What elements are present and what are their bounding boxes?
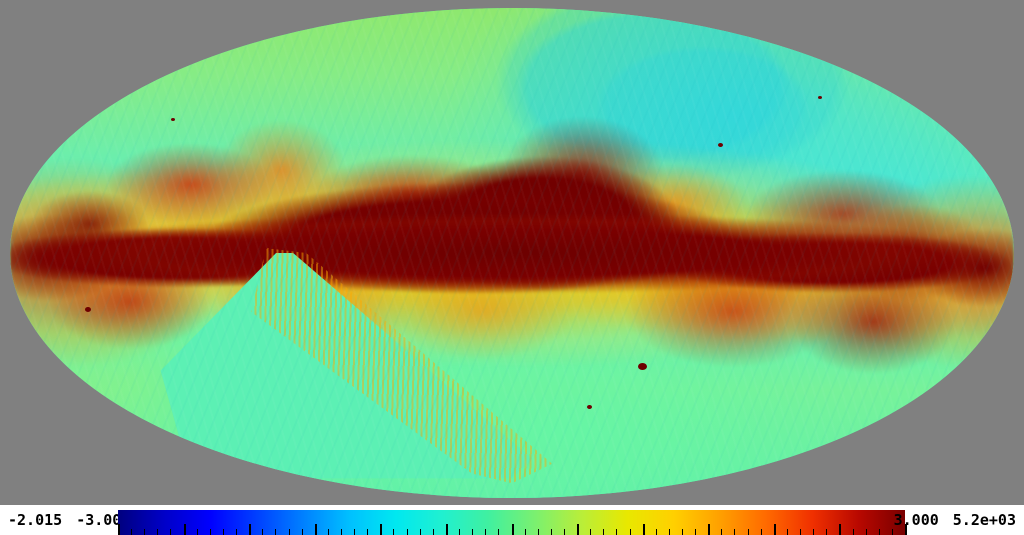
colorbar-minor-tick [131,529,133,535]
colorbar-minor-tick [327,529,329,535]
point-source [170,118,175,122]
colorbar-right-labels: 3.000 5.2e+03 [894,505,1016,535]
colorbar-minor-tick [629,529,631,535]
colorbar-minor-tick [144,529,146,535]
colorbar-minor-tick [432,529,434,535]
colorbar-minor-tick [262,529,264,535]
colorbar-min-label: -3.000 [76,511,131,529]
colorbar-minor-tick [682,529,684,535]
colorbar-minor-tick [760,529,762,535]
colorbar-minor-tick [721,529,723,535]
colorbar-major-tick [773,524,776,535]
colorbar-minor-tick [406,529,408,535]
colorbar-major-tick [249,524,252,535]
colorbar-major-tick [445,524,448,535]
colorbar-minor-tick [655,529,657,535]
colorbar-minor-tick [419,529,421,535]
colorbar-minor-tick [472,529,474,535]
colorbar-left-labels: -2.015 -3.000 [8,505,130,535]
colorbar-under-label: -2.015 [8,511,63,529]
colorbar-minor-tick [826,529,828,535]
colorbar-minor-tick [498,529,500,535]
colorbar-region[interactable]: -2.015 -3.000 3.000 5.2e+03 [0,505,1024,535]
colorbar-minor-tick [865,529,867,535]
colorbar-max-label: 3.000 [893,511,939,529]
colorbar-minor-tick [550,529,552,535]
sky-map-panel[interactable] [0,0,1024,505]
point-source [587,404,593,409]
colorbar-major-tick [642,524,645,535]
colorbar-minor-tick [393,529,395,535]
colorbar-minor-tick [734,529,736,535]
colorbar-major-tick [577,524,580,535]
point-source [85,306,92,312]
colorbar-major-tick [380,524,383,535]
colorbar-minor-tick [616,529,618,535]
scan-striping-overlay-secondary [10,8,1014,498]
colorbar-minor-tick [354,529,356,535]
colorbar-major-tick [511,524,514,535]
colorbar-minor-tick [485,529,487,535]
colorbar-minor-tick [157,529,159,535]
colorbar-minor-tick [340,529,342,535]
point-source [637,363,647,371]
colorbar-minor-tick [288,529,290,535]
mollweide-sky-ellipse[interactable] [10,8,1014,498]
colorbar-minor-tick [563,529,565,535]
colorbar-major-tick [183,524,186,535]
colorbar-minor-tick [275,529,277,535]
colorbar-minor-tick [878,529,880,535]
colorbar-minor-tick [747,529,749,535]
colorbar-major-tick [708,524,711,535]
colorbar-major-tick [839,524,842,535]
colorbar-minor-tick [813,529,815,535]
colorbar-minor-tick [537,529,539,535]
scan-striping-overlay [10,8,1014,498]
colorbar-minor-tick [459,529,461,535]
colorbar-minor-tick [668,529,670,535]
colorbar-minor-tick [209,529,211,535]
colorbar-strip[interactable] [118,510,907,535]
point-source [717,142,723,147]
colorbar-major-tick [314,524,317,535]
colorbar-ticks [118,524,907,535]
colorbar-minor-tick [852,529,854,535]
colorbar-minor-tick [222,529,224,535]
colorbar-minor-tick [590,529,592,535]
colorbar-minor-tick [170,529,172,535]
colorbar-minor-tick [301,529,303,535]
colorbar-major-tick [905,524,907,535]
colorbar-over-label: 5.2e+03 [952,511,1016,529]
colorbar-major-tick [118,524,120,535]
colorbar-minor-tick [891,529,893,535]
colorbar-minor-tick [524,529,526,535]
colorbar-minor-tick [367,529,369,535]
colorbar-minor-tick [695,529,697,535]
colorbar-minor-tick [786,529,788,535]
colorbar-minor-tick [196,529,198,535]
point-source [818,96,823,100]
colorbar-minor-tick [603,529,605,535]
colorbar-minor-tick [800,529,802,535]
colorbar-minor-tick [236,529,238,535]
